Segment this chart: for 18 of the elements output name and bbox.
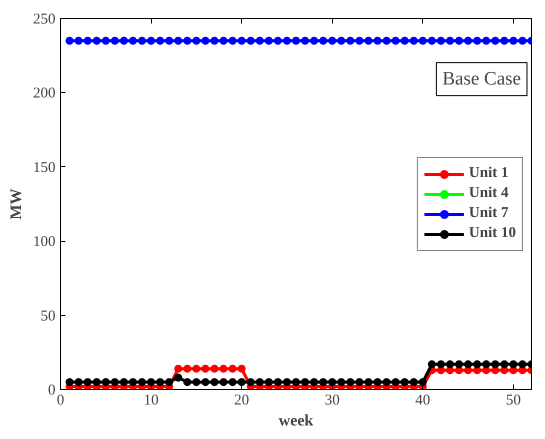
y-tick-label: 0 bbox=[48, 382, 56, 398]
x-tick-label: 50 bbox=[506, 392, 521, 408]
y-tick-label: 150 bbox=[33, 160, 56, 176]
x-tick-label: 30 bbox=[324, 392, 340, 408]
y-tick-label: 200 bbox=[33, 86, 56, 102]
y-tick-label: 100 bbox=[33, 234, 56, 250]
x-tick-label: 20 bbox=[234, 392, 250, 408]
x-tick-label: 10 bbox=[144, 392, 159, 408]
legend-label: Unit 4 bbox=[468, 185, 508, 202]
legend-label: Unit 1 bbox=[468, 165, 508, 182]
annotation: Base Case bbox=[442, 68, 521, 90]
y-axis-title: MW bbox=[8, 188, 25, 220]
y-tick-label: 50 bbox=[40, 308, 56, 324]
legend-label: Unit 10 bbox=[468, 225, 516, 242]
x-tick-label: 40 bbox=[415, 392, 430, 408]
legend-label: Unit 7 bbox=[468, 205, 508, 222]
y-tick-label: 250 bbox=[33, 12, 56, 28]
x-axis-title: week bbox=[278, 412, 314, 430]
